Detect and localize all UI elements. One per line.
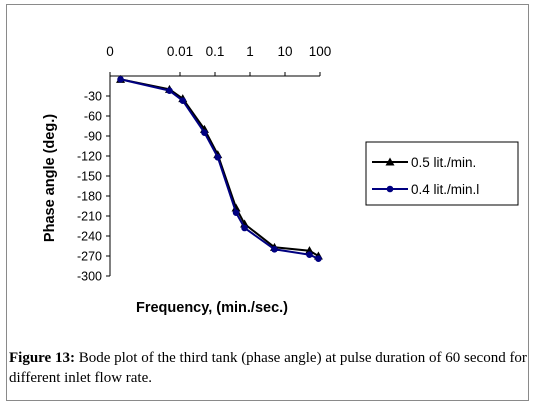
legend-marker-1: [385, 157, 395, 166]
series-2-point: [214, 154, 222, 161]
series-line-1: [120, 78, 319, 257]
x-axis-title: Frequency, (min./sec.): [136, 300, 288, 316]
y-tick-label: -270: [77, 250, 102, 264]
y-tick-label: -60: [84, 110, 102, 124]
caption-text: Bode plot of the third tank (phase angle…: [9, 350, 527, 386]
plot-area: [109, 75, 320, 276]
series-2-point: [271, 246, 278, 253]
x-tick-label: 0.1: [206, 44, 225, 59]
series-2-point: [306, 251, 313, 258]
series-layer: [116, 74, 323, 262]
legend-label-2: 0.4 lit./min.l: [411, 182, 479, 197]
series-2-point: [315, 255, 322, 262]
legend: 0.5 lit./min. 0.4 lit./min.l: [365, 141, 519, 206]
x-axis-ticks: 0 0.01 0.1 1 10 100: [106, 44, 331, 76]
legend-box: [365, 141, 519, 206]
x-tick-label: 0: [106, 44, 114, 59]
legend-label-1: 0.5 lit./min.: [411, 155, 476, 170]
series-2-point: [117, 76, 124, 83]
series-line-2: [120, 78, 319, 260]
x-tick-label: 1: [246, 44, 254, 59]
y-tick-label: -150: [77, 170, 102, 184]
x-tick-label: 100: [309, 44, 332, 59]
series-1-point: [304, 246, 314, 255]
caption-label: Figure 13:: [9, 350, 75, 366]
y-tick-label: -120: [77, 150, 102, 164]
y-tick-label: -210: [77, 210, 102, 224]
series-2-point: [201, 129, 208, 136]
series-2-point: [232, 209, 240, 216]
y-tick-label: -180: [77, 190, 102, 204]
series-2-point: [241, 224, 248, 232]
y-tick-label: -300: [77, 270, 102, 284]
x-tick-label: 0.01: [167, 44, 193, 59]
x-tick-label: 10: [277, 44, 292, 59]
series-2-point: [166, 87, 173, 94]
bode-phase-chart: 0 0.01 0.1 1 10 100 -30 -60 -90 -120 -150 -180 -210…: [42, 44, 519, 316]
series-2-point: [179, 97, 187, 104]
y-axis-ticks: -30 -60 -90 -120 -150 -180 -210 -240 -270 -300: [77, 90, 110, 284]
y-tick-label: -30: [84, 90, 102, 104]
figure-caption: Figure 13: Bode plot of the third tank (…: [9, 348, 529, 388]
legend-marker-2: [386, 185, 394, 193]
y-axis-title: Phase angle (deg.): [42, 114, 58, 242]
y-tick-label: -240: [77, 230, 102, 244]
series-1-point: [231, 203, 241, 212]
y-tick-label: -90: [84, 130, 102, 144]
